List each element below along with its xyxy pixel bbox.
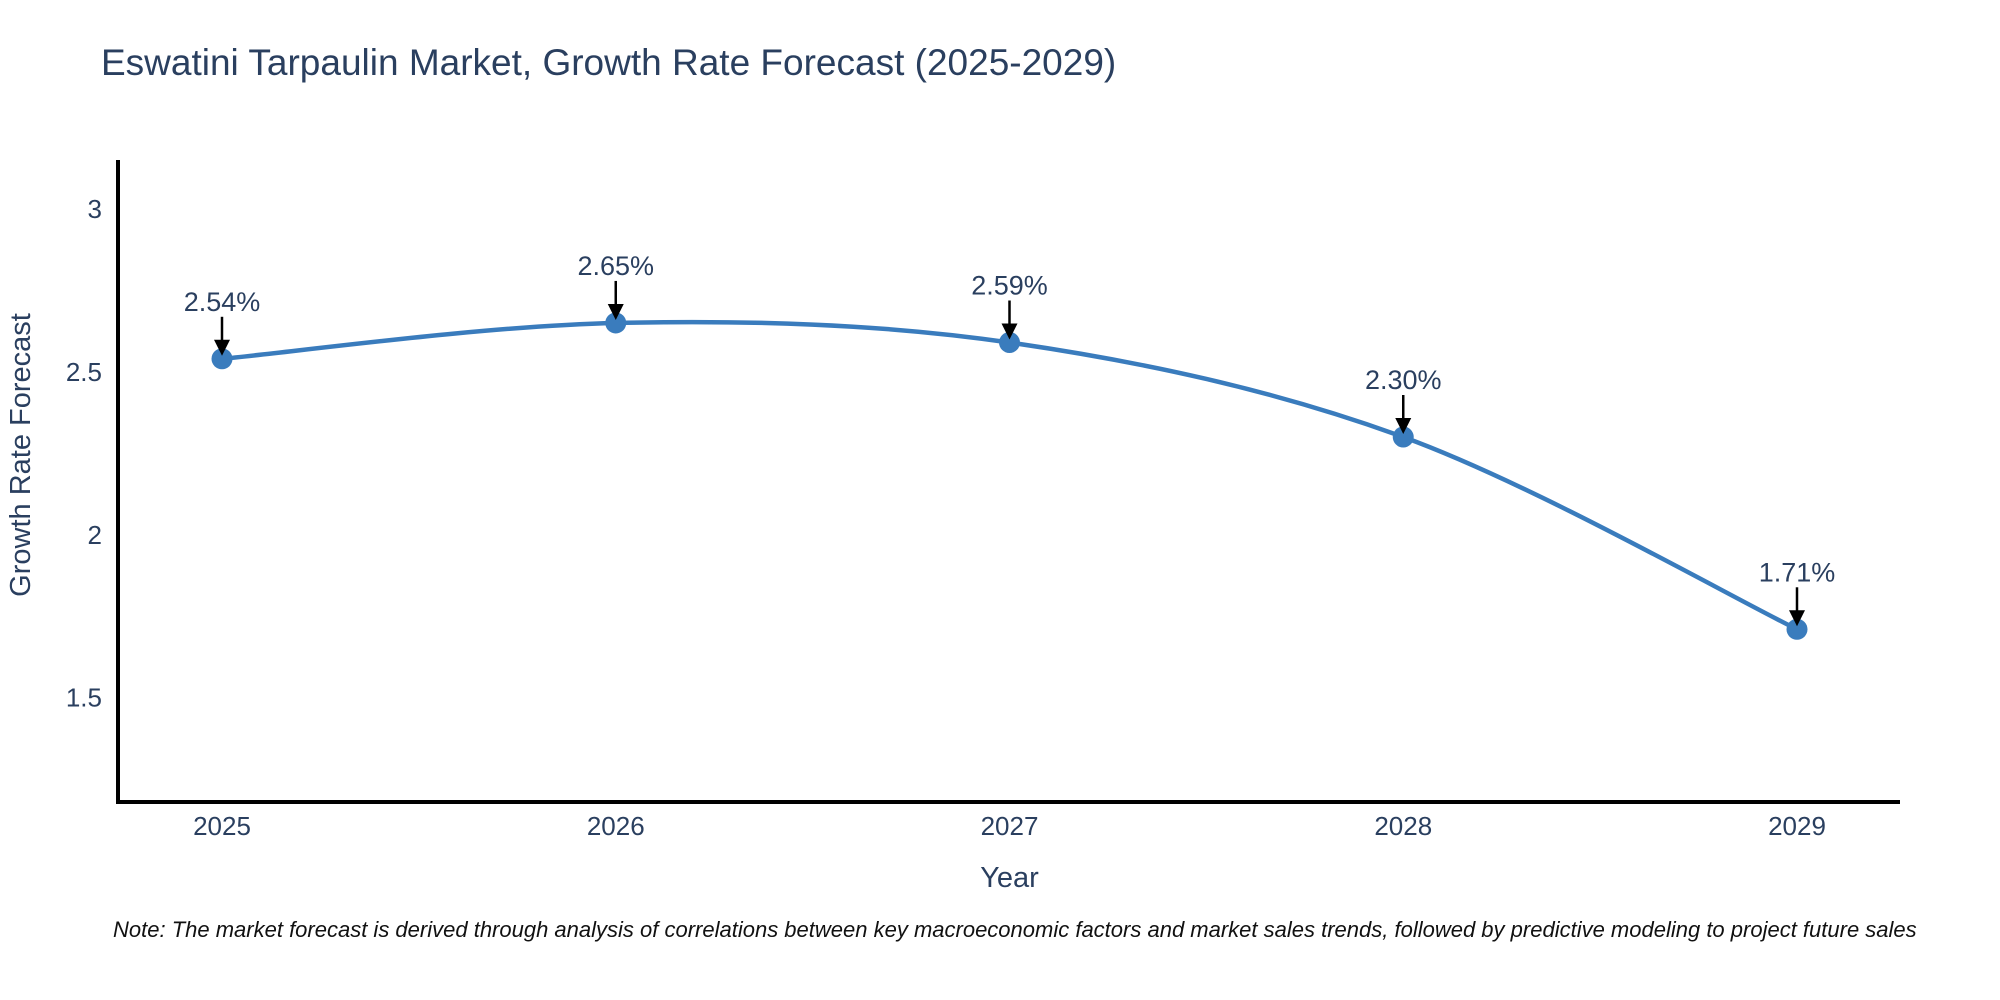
x-tick-label: 2028 <box>1374 811 1432 841</box>
x-tick-label: 2026 <box>587 811 645 841</box>
annotation-arrowhead-icon <box>1789 610 1805 627</box>
annotation-arrowhead-icon <box>1395 418 1412 435</box>
point-label: 2.59% <box>971 270 1048 300</box>
data-point <box>1786 618 1808 640</box>
data-point <box>999 331 1020 353</box>
data-point <box>211 348 233 370</box>
data-point <box>605 312 627 334</box>
y-tick-label: 3 <box>88 194 102 224</box>
y-tick-label: 1.5 <box>66 683 102 713</box>
annotation-arrowhead-icon <box>214 339 230 356</box>
x-tick-label: 2025 <box>193 811 251 841</box>
x-tick-label: 2029 <box>1768 811 1826 841</box>
point-label: 2.54% <box>184 287 261 317</box>
point-label: 2.65% <box>577 251 654 281</box>
annotation-arrowhead-icon <box>607 303 624 320</box>
y-tick-label: 2.5 <box>66 357 102 387</box>
data-point <box>1392 426 1414 448</box>
y-axis-title: Growth Rate Forecast <box>5 313 37 597</box>
point-label: 1.71% <box>1759 557 1836 587</box>
point-label: 2.30% <box>1365 365 1442 395</box>
footnote: Note: The market forecast is derived thr… <box>113 917 1917 942</box>
chart-title: Eswatini Tarpaulin Market, Growth Rate F… <box>101 42 1117 83</box>
annotation-arrowhead-icon <box>1001 323 1018 340</box>
x-axis-title: Year <box>980 862 1039 894</box>
y-tick-label: 2 <box>88 520 102 550</box>
x-tick-label: 2027 <box>981 811 1039 841</box>
series-line <box>219 319 1800 632</box>
